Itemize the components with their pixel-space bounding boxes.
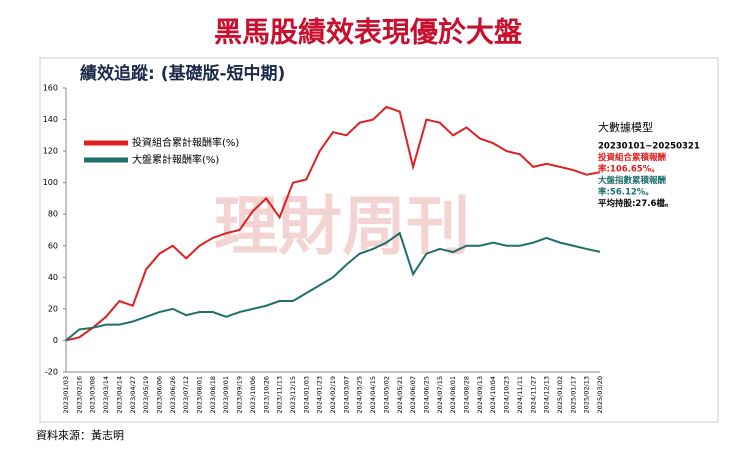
series-line: [65, 231, 601, 342]
y-tick-label: -20: [45, 368, 58, 377]
x-tick-label: 2023/06/26: [169, 376, 177, 413]
y-tick-label: 40: [48, 273, 58, 282]
y-tick-label: 160: [43, 84, 58, 93]
x-tick-label: 2023/04/14: [115, 376, 123, 413]
x-tick-label: 2024/01/03: [302, 376, 310, 413]
x-tick-label: 2023/03/14: [102, 376, 110, 413]
x-tick-label: 2023/01/03: [62, 376, 70, 413]
x-tick-label: 2024/05/02: [382, 376, 390, 413]
legend-label: 投資組合累計報酬率(%): [132, 136, 239, 149]
x-tick-label: 2025/02/13: [583, 376, 591, 413]
y-tick-label: 120: [43, 147, 58, 156]
x-tick-label: 2023/06/06: [155, 376, 163, 413]
x-tick-label: 2024/09/13: [476, 376, 484, 413]
x-tick-label: 2023/03/08: [89, 376, 97, 413]
note: 平均持股:27.6檔。: [598, 198, 673, 209]
x-tick-label: 2023/09/19: [236, 376, 244, 413]
note: 率:56.12%。: [598, 187, 654, 198]
x-tick-label: 2024/03/07: [342, 376, 350, 413]
source: 資料來源：黃志明: [36, 428, 124, 442]
x-tick-label: 2025/01/17: [569, 376, 577, 413]
chart-title: 績效追蹤: (基礎版-短中期): [80, 63, 285, 84]
x-tick-label: 2024/05/21: [396, 376, 404, 413]
x-tick-label: 2024/12/13: [543, 376, 551, 413]
x-tick-label: 2024/11/27: [529, 376, 537, 413]
x-tick-label: 2023/09/01: [222, 376, 230, 413]
x-tick-label: 2024/07/15: [436, 376, 444, 413]
y-tick-label: 80: [48, 210, 58, 219]
x-tick-label: 2023/12/15: [289, 376, 297, 413]
x-tick-label: 2023/08/18: [209, 376, 217, 413]
series-line: [65, 105, 601, 342]
x-tick-label: 2023/10/06: [249, 376, 257, 413]
y-tick-label: 60: [48, 241, 58, 250]
x-tick-label: 2023/04/27: [129, 376, 137, 413]
x-tick-label: 2025/03/20: [596, 376, 604, 413]
x-tick-label: 2023/07/12: [182, 376, 190, 413]
x-tick-label: 2024/10/23: [503, 376, 511, 413]
y-tick-label: 100: [43, 178, 58, 187]
x-tick-label: 2024/06/25: [422, 376, 430, 413]
x-tick-label: 2024/06/07: [409, 376, 417, 413]
y-tick-label: 20: [48, 304, 58, 313]
note: 投資組合累積報酬: [598, 152, 667, 163]
x-tick-label: 2023/11/13: [276, 376, 284, 413]
legend-label: 大盤累計報酬率(%): [132, 153, 219, 166]
watermark: 理財周刊: [214, 190, 470, 265]
note: 率:106.65%。: [598, 164, 660, 175]
y-tick-label: 0: [53, 336, 58, 345]
x-tick-label: 2023/08/01: [196, 376, 204, 413]
x-tick-label: 2024/08/01: [449, 376, 457, 413]
x-tick-label: 2025/01/02: [556, 376, 564, 413]
x-tick-label: 2024/02/19: [329, 376, 337, 413]
chart-frame: [39, 57, 719, 423]
x-tick-label: 2024/10/04: [489, 376, 497, 413]
note: 大數據模型: [598, 120, 653, 134]
x-tick-label: 2024/03/25: [356, 376, 364, 413]
x-tick-label: 2023/05/19: [142, 376, 150, 413]
x-tick-label: 2024/11/11: [516, 376, 524, 413]
x-tick-label: 2023/10/26: [262, 376, 270, 413]
note: 20230101~20250321: [598, 142, 700, 152]
x-tick-label: 2024/08/28: [463, 376, 471, 413]
y-tick-label: 140: [43, 115, 58, 124]
note: 大盤指數累積報酬: [598, 175, 667, 186]
page-title: 黑馬股績效表現優於大盤: [214, 16, 523, 49]
x-tick-label: 2024/04/15: [369, 376, 377, 413]
x-tick-label: 2023/02/16: [75, 376, 83, 413]
x-tick-label: 2024/01/23: [316, 376, 324, 413]
